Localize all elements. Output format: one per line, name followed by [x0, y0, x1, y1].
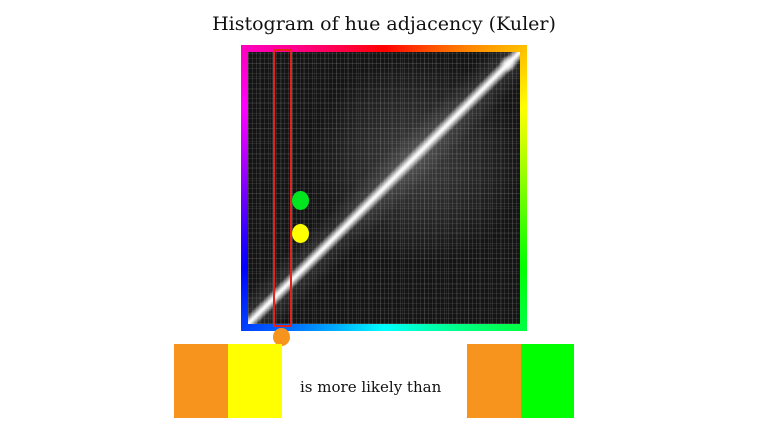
histogram-bright-corner — [499, 55, 517, 73]
comparison-caption: is more likely than — [300, 378, 442, 396]
swatch-left-orange — [174, 344, 228, 418]
swatch-left-yellow — [228, 344, 282, 418]
green-hue-marker — [292, 191, 309, 210]
swatch-right-orange — [467, 344, 521, 418]
highlighted-hue-column — [273, 49, 292, 327]
yellow-hue-marker — [292, 224, 309, 243]
orange-hue-marker — [273, 328, 290, 346]
hue-adjacency-histogram — [248, 52, 520, 324]
swatch-right-green — [521, 344, 574, 418]
slide-title: Histogram of hue adjacency (Kuler) — [212, 13, 556, 35]
